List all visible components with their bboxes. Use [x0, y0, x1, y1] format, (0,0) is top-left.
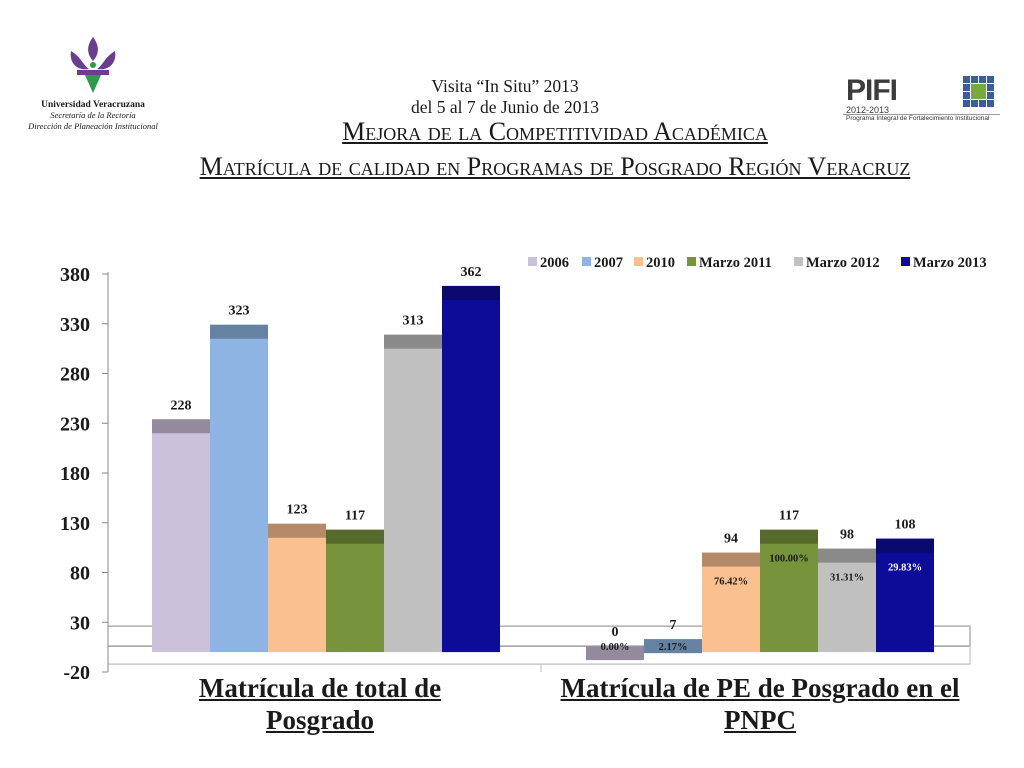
data-label-1-2: 94 — [724, 532, 738, 547]
pifi-grid-icon — [963, 76, 994, 107]
pifi-text: Programa Integral de Fortalecimiento Ins… — [846, 115, 990, 122]
data-label-0-2: 123 — [287, 503, 308, 518]
university-logo: Universidad Veracruzana Secretaría de la… — [18, 35, 168, 132]
y-tick-label: -20 — [63, 662, 90, 684]
y-tick-label: 330 — [60, 314, 90, 336]
bar-cap-0-1 — [210, 324, 268, 339]
percent-label-1-0: 0.00% — [601, 642, 630, 653]
legend-swatch-5 — [901, 257, 910, 266]
category-label-pnpc: Matrícula de PE de Posgrado en el PNPC — [560, 673, 960, 735]
y-tick-label: 230 — [60, 413, 90, 435]
y-tick-label: 80 — [70, 563, 90, 585]
y-tick-label: 130 — [60, 513, 90, 535]
legend-label-0: 2006 — [540, 255, 569, 271]
pifi-word: PIFI — [846, 74, 898, 107]
y-tick-label: 280 — [60, 364, 90, 386]
data-label-0-4: 313 — [403, 314, 424, 329]
percent-label-1-2: 76.42% — [714, 577, 748, 588]
data-label-1-3: 117 — [779, 509, 799, 524]
bar-1-2 — [702, 552, 760, 653]
legend-label-5: Marzo 2013 — [913, 255, 987, 271]
university-sub1: Secretaría de la Rectoría — [50, 110, 136, 120]
data-label-0-3: 117 — [345, 509, 365, 524]
bar-cap-1-3 — [760, 529, 818, 544]
legend-swatch-3 — [687, 257, 696, 266]
legend-label-4: Marzo 2012 — [806, 255, 880, 271]
percent-label-1-3: 100.00% — [769, 554, 808, 565]
data-label-0-5: 362 — [461, 265, 482, 280]
data-label-1-4: 98 — [840, 528, 854, 543]
bar-cap-0-3 — [326, 529, 384, 544]
legend-swatch-0 — [528, 257, 537, 266]
bar-0-0 — [152, 419, 210, 653]
bar-cap-0-4 — [384, 334, 442, 349]
bar-cap-1-1 — [644, 639, 702, 654]
y-tick-label: 380 — [60, 264, 90, 286]
category-label-total: Matrícula de total de Posgrado — [198, 673, 442, 735]
data-label-0-1: 323 — [229, 304, 250, 319]
bar-1-4 — [818, 548, 876, 653]
data-label-1-5: 108 — [895, 518, 916, 533]
legend-label-1: 2007 — [594, 255, 623, 271]
legend-label-3: Marzo 2011 — [699, 255, 772, 271]
bar-1-3 — [760, 529, 818, 653]
title-block: Mejora de la Competitividad Académica Ma… — [120, 116, 990, 183]
bar-cap-0-0 — [152, 419, 210, 434]
data-label-1-1: 7 — [670, 618, 677, 633]
fleur-de-lis-icon — [70, 37, 116, 93]
legend-swatch-4 — [794, 257, 803, 266]
chart-subtitle: Matrícula de calidad en Programas de Pos… — [199, 152, 911, 181]
visit-line2: del 5 al 7 de Junio de 2013 — [410, 97, 600, 117]
data-label-1-0: 0 — [612, 625, 619, 640]
y-tick-label: 30 — [70, 612, 90, 634]
bar-cap-1-0 — [586, 646, 644, 661]
university-name: Universidad Veracruzana — [41, 100, 145, 110]
pifi-years: 2012-2013 — [846, 105, 890, 115]
bar-cap-0-5 — [442, 285, 500, 300]
bar-0-4 — [384, 334, 442, 653]
legend-swatch-2 — [634, 257, 643, 266]
pifi-logo: PIFI 2012-2013 Programa Integral de Fort… — [843, 72, 1003, 122]
bar-cap-1-2 — [702, 552, 760, 567]
bar-0-1 — [210, 324, 268, 653]
bar-1-5 — [876, 538, 934, 653]
data-label-0-0: 228 — [171, 398, 192, 413]
bar-cap-0-2 — [268, 523, 326, 538]
chart-title: Mejora de la Competitividad Académica — [342, 117, 768, 146]
visit-info: Visita “In Situ” 2013 del 5 al 7 de Juni… — [380, 76, 630, 118]
pifi-divider — [843, 114, 1000, 115]
legend-swatch-1 — [582, 257, 591, 266]
legend-label-2: 2010 — [646, 255, 675, 271]
bar-cap-1-5 — [876, 538, 934, 553]
bar-cap-1-4 — [818, 548, 876, 563]
percent-label-1-5: 29.83% — [888, 563, 922, 574]
y-tick-label: 180 — [60, 463, 90, 485]
university-sub2: Dirección de Planeación Institucional — [28, 121, 158, 131]
bar-0-5 — [442, 285, 500, 653]
bar-0-3 — [326, 529, 384, 653]
bar-0-2 — [268, 523, 326, 653]
percent-label-1-1: 2.17% — [659, 642, 688, 653]
percent-label-1-4: 31.31% — [830, 573, 864, 584]
visit-line1: Visita “In Situ” 2013 — [431, 76, 579, 96]
